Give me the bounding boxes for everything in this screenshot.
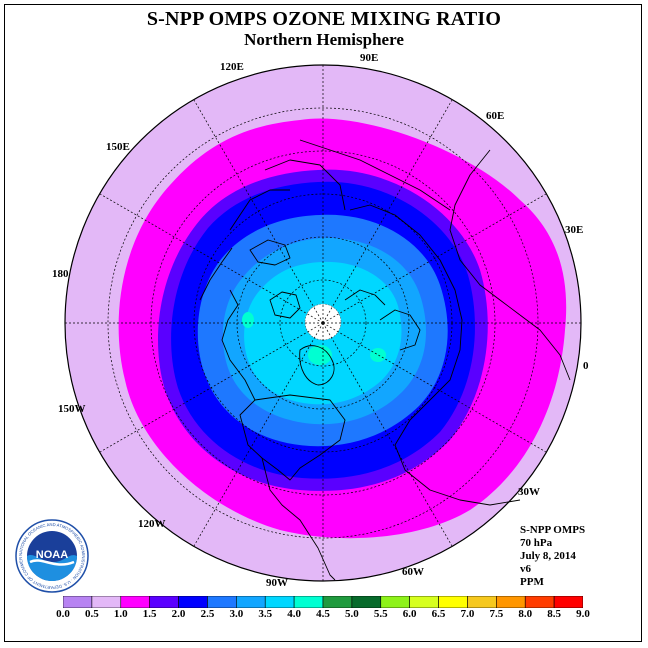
colorbar-tick-label: 5.5 xyxy=(373,608,388,620)
colorbar-swatch xyxy=(149,596,179,608)
contour-4.0-b xyxy=(370,348,386,362)
colorbar-tick-label: 2.0 xyxy=(171,608,186,620)
lon-label-120e: 120E xyxy=(220,61,244,73)
colorbar-swatch xyxy=(467,596,497,608)
contour-4.0-c xyxy=(308,345,332,365)
colorbar-tick-label: 9.0 xyxy=(576,608,590,620)
colorbar-swatch xyxy=(236,596,266,608)
colorbar-tick-label: 1.0 xyxy=(113,608,128,620)
colorbar-tick-label: 8.0 xyxy=(518,608,533,620)
colorbar-swatch xyxy=(264,596,295,608)
colorbar-tick-label: 6.0 xyxy=(402,608,417,620)
info-units: PPM xyxy=(520,576,544,588)
colorbar-swatch xyxy=(553,596,583,608)
lon-label-60e: 60E xyxy=(486,110,505,122)
colorbar-swatch xyxy=(207,596,237,608)
colorbar-tick-label: 4.0 xyxy=(287,608,301,620)
colorbar-swatch xyxy=(293,596,324,608)
colorbar-tick-label: 5.0 xyxy=(345,608,359,620)
lon-label-150w: 150W xyxy=(58,403,86,415)
contour-4.0-a xyxy=(242,312,254,328)
lon-label-120w: 120W xyxy=(138,518,166,530)
colorbar-swatch xyxy=(524,596,555,608)
lon-label-30w: 30W xyxy=(518,486,540,498)
lon-label-0: 0 xyxy=(583,360,589,372)
lon-label-90e: 90E xyxy=(360,52,379,64)
map-title: S-NPP OMPS OZONE MIXING RATIO xyxy=(146,8,502,30)
info-instrument: S-NPP OMPS xyxy=(520,524,586,536)
colorbar-tick-label: 7.5 xyxy=(489,608,504,620)
coastlines xyxy=(199,139,571,581)
graticule xyxy=(65,65,581,581)
colorbar-tick-label: 7.0 xyxy=(460,608,475,620)
ozone-field xyxy=(65,65,581,581)
info-date: July 8, 2014 xyxy=(520,550,576,562)
info-block: S-NPP OMPS 70 hPa July 8, 2014 v6 PPM xyxy=(520,524,585,589)
colorbar-swatch xyxy=(409,596,439,608)
noaa-logo-text: NOAA xyxy=(36,549,68,561)
colorbar-swatch xyxy=(496,596,526,608)
colorbar-tick-label: 2.5 xyxy=(200,608,215,620)
colorbar-tick-label: 4.5 xyxy=(316,608,330,620)
colorbar-swatch xyxy=(351,596,382,608)
lon-label-30e: 30E xyxy=(565,224,584,236)
map-frame xyxy=(4,4,642,642)
colorbar-swatch xyxy=(322,596,353,608)
colorbar-tick-label: 0.5 xyxy=(85,608,99,620)
colorbar-swatch xyxy=(63,596,93,608)
colorbar-tick-label: 3.5 xyxy=(258,608,273,620)
colorbar-tick-label: 1.5 xyxy=(142,608,157,620)
lon-label-90w: 90W xyxy=(266,577,288,589)
colorbar-swatch xyxy=(178,596,208,608)
colorbar-tick-label: 0.0 xyxy=(56,608,70,620)
colorbar xyxy=(63,596,583,608)
colorbar-swatch xyxy=(91,596,122,608)
colorbar-tick-label: 3.0 xyxy=(229,608,244,620)
lon-label-150e: 150E xyxy=(106,141,130,153)
colorbar-labels: 0.0 0.5 1.0 1.5 2.0 2.5 3.0 3.5 4.0 4.5 5.0 5.5 6.0 6… xyxy=(0,608,648,624)
hemisphere-border xyxy=(64,64,582,582)
map-subtitle: Northern Hemisphere xyxy=(244,30,404,49)
info-level: 70 hPa xyxy=(520,537,553,549)
noaa-logo: NOAA NATIONAL OCEANIC AND ATMOSPHERIC AD… xyxy=(14,518,89,593)
colorbar-tick-label: 6.5 xyxy=(431,608,446,620)
colorbar-swatch xyxy=(120,596,150,608)
colorbar-swatch xyxy=(438,596,468,608)
info-version: v6 xyxy=(520,563,531,575)
lon-label-60w: 60W xyxy=(402,566,424,578)
colorbar-tick-label: 8.5 xyxy=(547,608,561,620)
lon-label-180: 180 xyxy=(52,268,69,280)
colorbar-swatch xyxy=(380,596,410,608)
